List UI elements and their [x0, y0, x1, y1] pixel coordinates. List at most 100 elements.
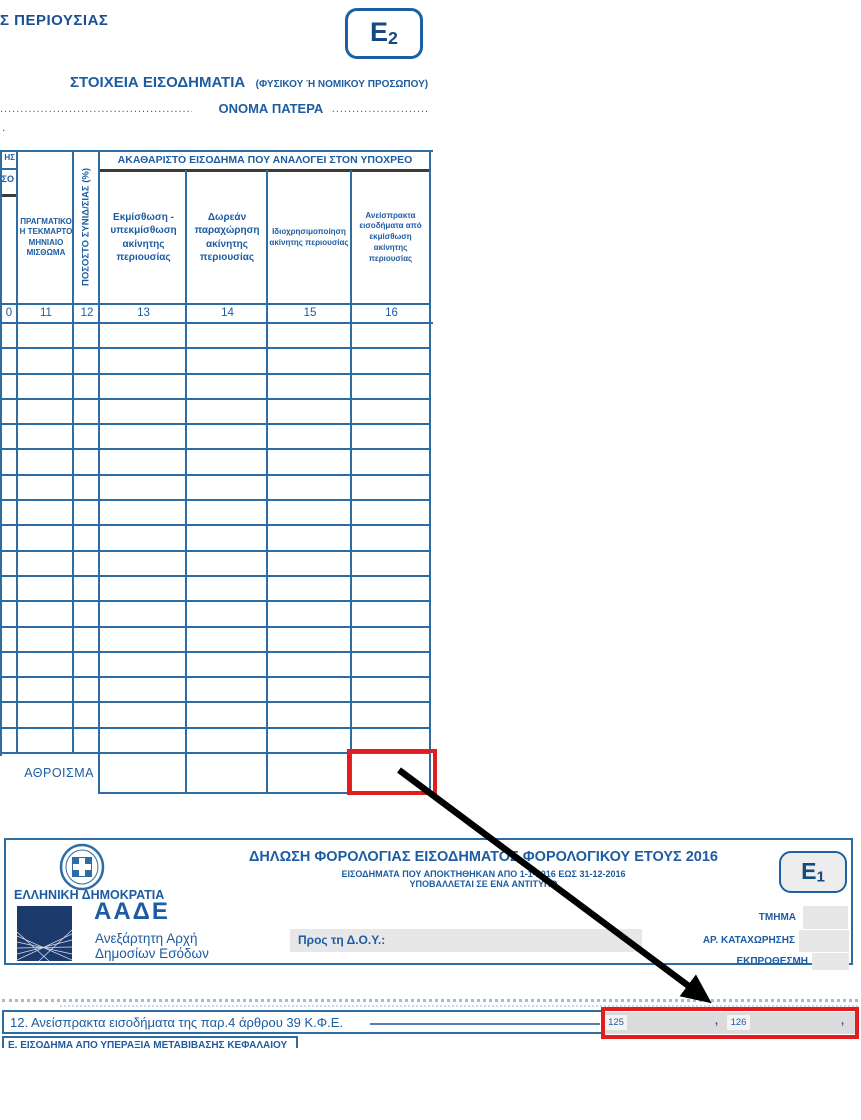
table-cell[interactable] [100, 399, 187, 424]
table-cell[interactable] [268, 399, 352, 424]
table-cell[interactable] [1, 501, 18, 525]
table-cell[interactable] [18, 576, 74, 601]
father-name-dotted-line[interactable]: ........................ [331, 102, 430, 115]
table-cell[interactable] [100, 374, 187, 398]
table-cell[interactable] [18, 450, 74, 474]
table-cell[interactable] [268, 551, 352, 575]
table-cell[interactable] [352, 425, 431, 449]
table-cell[interactable] [268, 450, 352, 474]
table-cell[interactable] [187, 425, 268, 449]
table-cell[interactable] [74, 551, 100, 575]
table-cell[interactable] [352, 501, 431, 525]
table-cell[interactable] [1, 652, 18, 677]
table-cell[interactable] [187, 551, 268, 575]
table-cell[interactable] [18, 728, 74, 753]
table-cell[interactable] [100, 678, 187, 702]
table-cell[interactable] [268, 576, 352, 601]
table-cell[interactable] [74, 627, 100, 651]
table-cell[interactable] [18, 602, 74, 626]
table-cell[interactable] [18, 399, 74, 424]
table-cell[interactable] [1, 399, 18, 424]
table-cell[interactable] [268, 475, 352, 500]
table-cell[interactable] [187, 703, 268, 727]
table-cell[interactable] [268, 627, 352, 651]
table-cell[interactable] [100, 475, 187, 500]
table-cell[interactable] [18, 551, 74, 575]
table-cell[interactable] [74, 349, 100, 373]
table-cell[interactable] [187, 602, 268, 626]
table-cell[interactable] [74, 501, 100, 525]
table-cell[interactable] [268, 703, 352, 727]
table-cell[interactable] [1, 576, 18, 601]
table-cell[interactable] [352, 576, 431, 601]
table-cell[interactable] [352, 399, 431, 424]
table-cell[interactable] [18, 324, 74, 348]
table-cell[interactable] [352, 652, 431, 677]
table-cell[interactable] [74, 475, 100, 500]
table-cell[interactable] [74, 374, 100, 398]
table-cell[interactable] [268, 324, 352, 348]
table-cell[interactable] [1, 324, 18, 348]
amount-field-strip[interactable]: 125 , 126 , [605, 1012, 855, 1034]
table-cell[interactable] [187, 349, 268, 373]
late-submission-field[interactable] [812, 953, 849, 970]
table-cell[interactable] [268, 652, 352, 677]
table-cell[interactable] [352, 551, 431, 575]
table-cell[interactable] [1, 627, 18, 651]
table-cell[interactable] [74, 399, 100, 424]
table-cell[interactable] [74, 425, 100, 449]
table-cell[interactable] [1, 728, 18, 753]
sum-cell-15[interactable] [268, 754, 352, 792]
table-cell[interactable] [1, 678, 18, 702]
table-cell[interactable] [187, 501, 268, 525]
table-cell[interactable] [352, 728, 431, 753]
table-cell[interactable] [18, 501, 74, 525]
table-cell[interactable] [352, 678, 431, 702]
table-cell[interactable] [187, 728, 268, 753]
table-cell[interactable] [187, 374, 268, 398]
table-cell[interactable] [100, 526, 187, 550]
table-cell[interactable] [100, 703, 187, 727]
table-cell[interactable] [268, 602, 352, 626]
table-cell[interactable] [352, 349, 431, 373]
table-cell[interactable] [352, 324, 431, 348]
table-cell[interactable] [187, 475, 268, 500]
table-cell[interactable] [1, 475, 18, 500]
table-cell[interactable] [268, 678, 352, 702]
table-cell[interactable] [100, 602, 187, 626]
table-cell[interactable] [18, 652, 74, 677]
table-cell[interactable] [1, 551, 18, 575]
table-cell[interactable] [100, 652, 187, 677]
table-cell[interactable] [1, 374, 18, 398]
table-cell[interactable] [18, 475, 74, 500]
table-cell[interactable] [187, 450, 268, 474]
table-cell[interactable] [18, 703, 74, 727]
table-cell[interactable] [74, 703, 100, 727]
table-cell[interactable] [100, 627, 187, 651]
table-cell[interactable] [100, 450, 187, 474]
table-cell[interactable] [268, 349, 352, 373]
table-cell[interactable] [1, 349, 18, 373]
table-cell[interactable] [268, 728, 352, 753]
table-cell[interactable] [187, 678, 268, 702]
table-cell[interactable] [187, 652, 268, 677]
to-doy-field[interactable]: Προς τη Δ.Ο.Υ.: [290, 929, 642, 952]
table-cell[interactable] [18, 627, 74, 651]
registration-number-field[interactable] [799, 930, 849, 952]
table-cell[interactable] [74, 324, 100, 348]
table-cell[interactable] [1, 526, 18, 550]
table-cell[interactable] [100, 349, 187, 373]
table-cell[interactable] [1, 425, 18, 449]
table-cell[interactable] [1, 450, 18, 474]
table-cell[interactable] [18, 374, 74, 398]
table-cell[interactable] [100, 576, 187, 601]
table-cell[interactable] [74, 728, 100, 753]
tmima-field[interactable] [803, 906, 848, 929]
table-cell[interactable] [352, 475, 431, 500]
table-cell[interactable] [268, 501, 352, 525]
table-cell[interactable] [18, 349, 74, 373]
table-cell[interactable] [268, 526, 352, 550]
table-cell[interactable] [18, 425, 74, 449]
table-cell[interactable] [18, 526, 74, 550]
table-cell[interactable] [352, 450, 431, 474]
